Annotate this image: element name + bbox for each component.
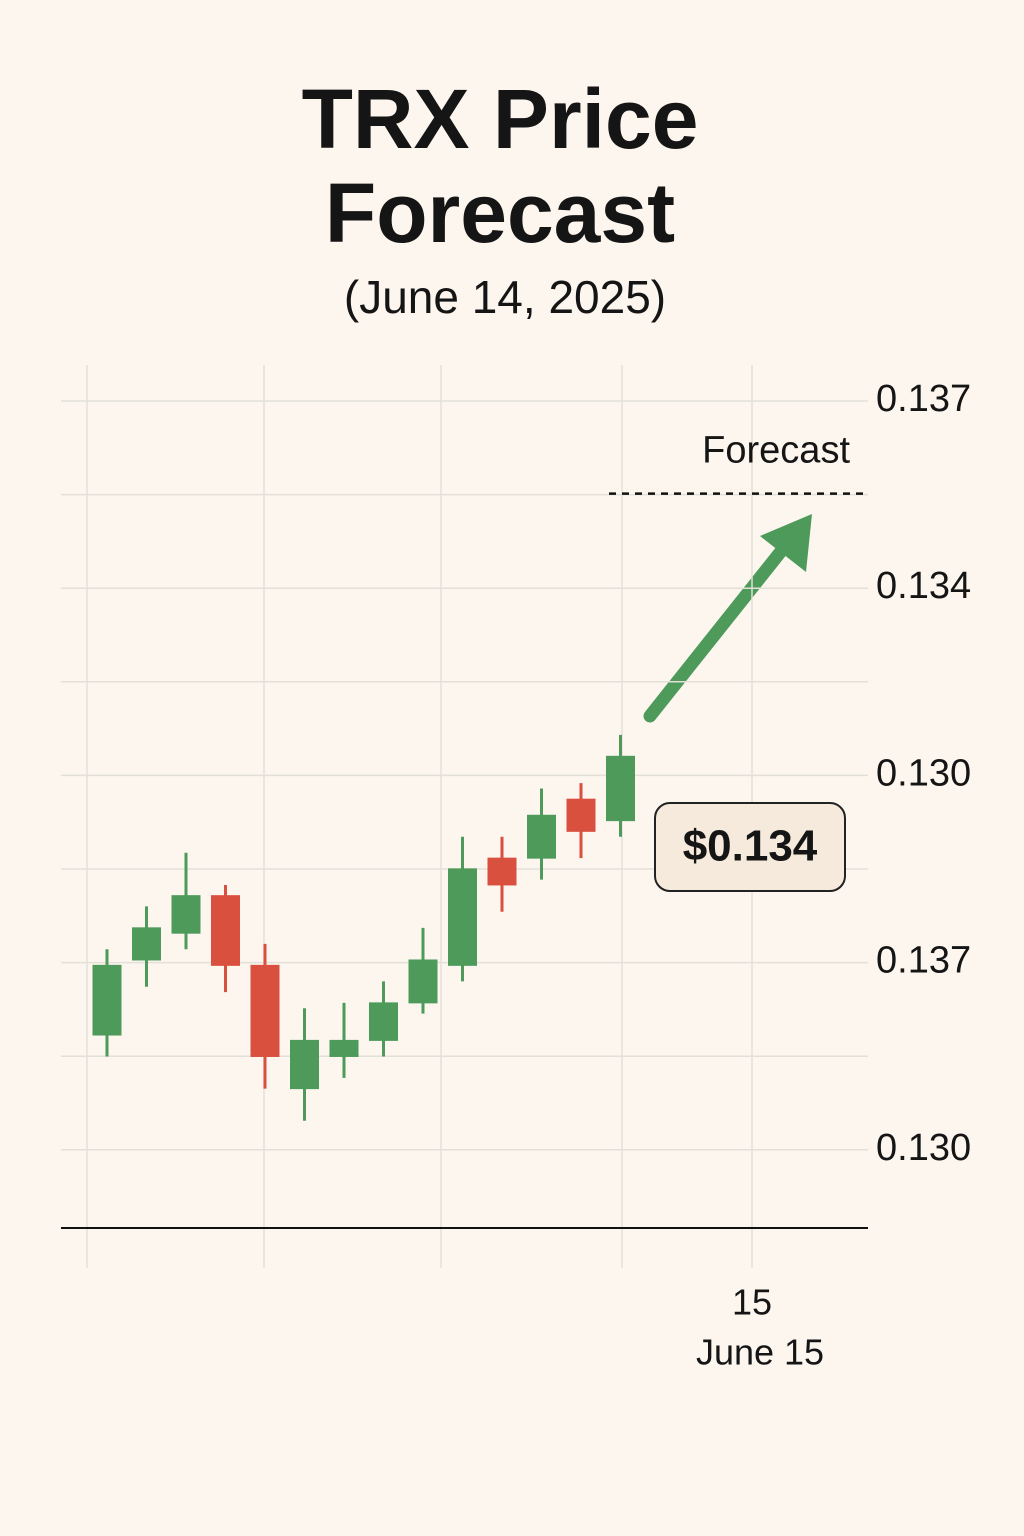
candle-body bbox=[369, 1002, 398, 1041]
chart-title: TRX Price Forecast bbox=[301, 72, 699, 260]
y-tick-label: 0.134 bbox=[876, 565, 971, 607]
price-callout bbox=[654, 802, 846, 892]
x-axis-label: June 15 bbox=[696, 1332, 824, 1373]
candle-body bbox=[132, 927, 161, 961]
y-tick-label: 0.137 bbox=[876, 940, 971, 982]
candle-body bbox=[171, 895, 201, 934]
forecast-arrow bbox=[643, 533, 797, 723]
price-label: $0.134 bbox=[683, 822, 818, 871]
candle-body bbox=[408, 959, 438, 1004]
candle-body bbox=[566, 798, 596, 832]
y-tick-label: 0.130 bbox=[876, 752, 971, 794]
candle-body bbox=[329, 1039, 359, 1057]
candle-body bbox=[250, 964, 280, 1057]
x-tick-label: 15 bbox=[732, 1282, 772, 1323]
candle-body bbox=[487, 857, 517, 886]
marks: 0.137 0.134 0.130 0.137 0.130 15 June 15 Foreca… bbox=[61, 365, 971, 1373]
candle-body bbox=[448, 868, 477, 966]
chart-subtitle: (June 14, 2025) bbox=[343, 271, 667, 323]
forecast-arrow-head bbox=[760, 514, 812, 572]
y-tick-label: 0.137 bbox=[876, 378, 971, 420]
candle-body bbox=[211, 895, 240, 966]
candle-body bbox=[290, 1039, 319, 1090]
candle-body bbox=[606, 755, 635, 822]
candle-body bbox=[527, 814, 556, 859]
candle-body bbox=[92, 964, 122, 1036]
forecast-label: Forecast bbox=[702, 430, 850, 472]
y-tick-label: 0.130 bbox=[876, 1127, 971, 1169]
